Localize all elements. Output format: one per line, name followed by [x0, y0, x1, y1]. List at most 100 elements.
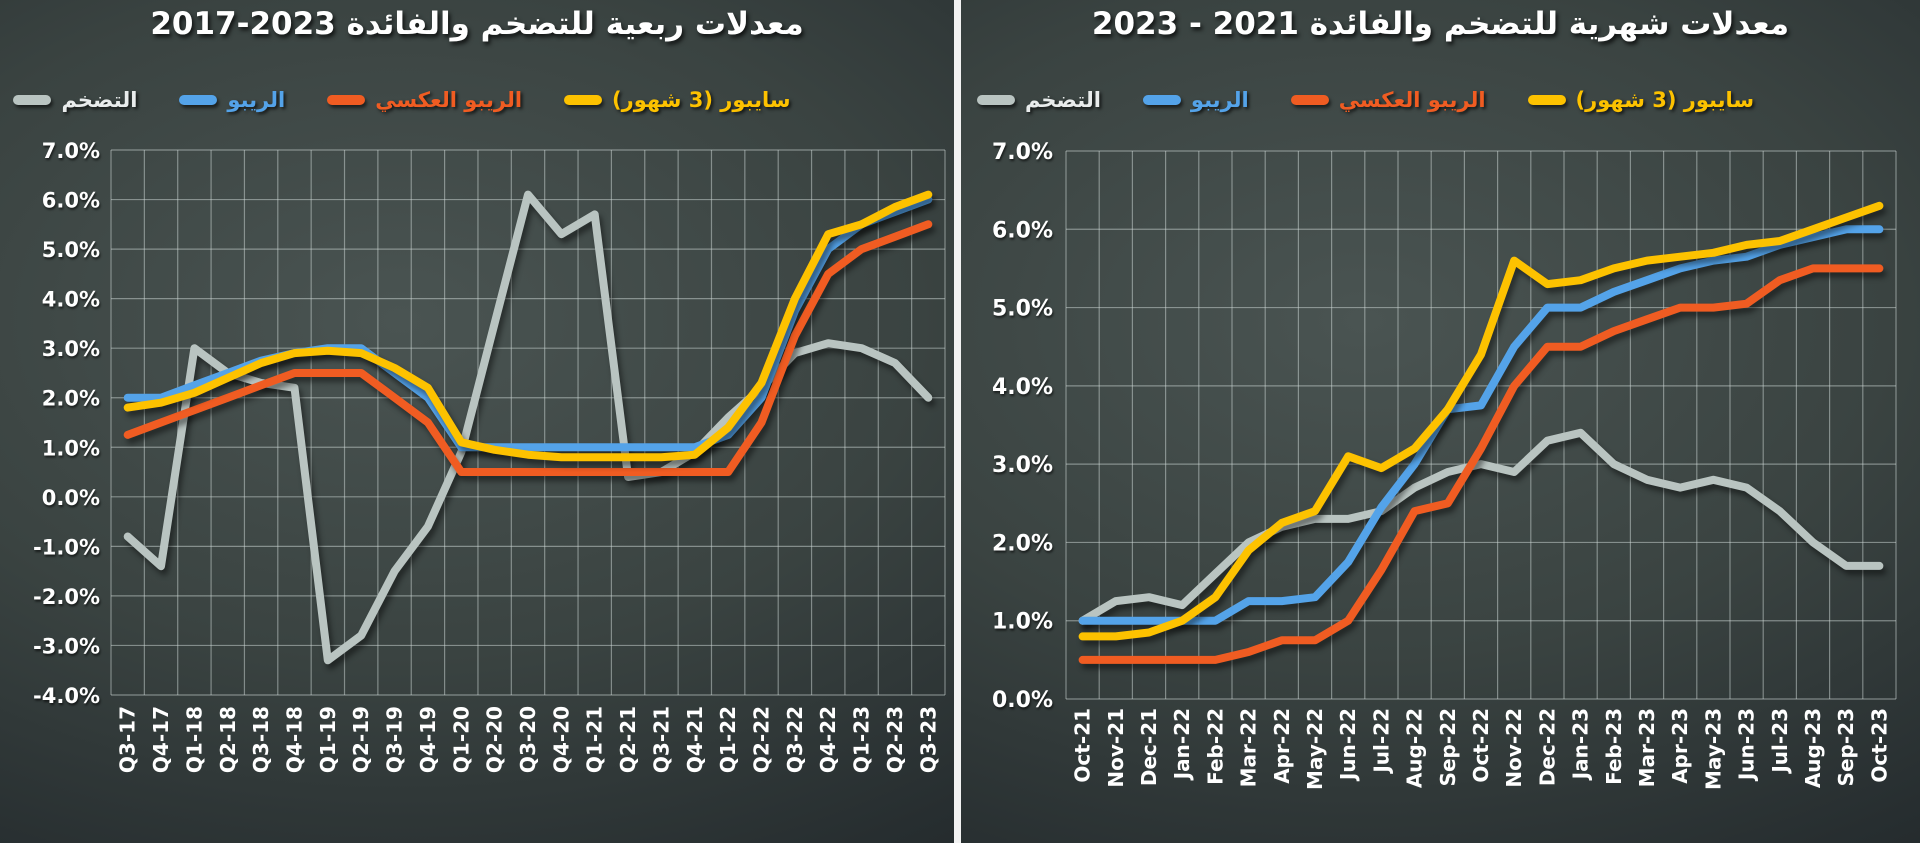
- y-tick-label: 0.0%: [992, 688, 1053, 713]
- x-tick-label: Dec-22: [1535, 708, 1559, 786]
- legend-swatch-saibor-3m: [564, 95, 603, 105]
- legend-label-repo: الريبو: [1190, 88, 1249, 112]
- series-line-saibor-3m: [123, 190, 933, 462]
- legend-item-reverse-repo: الريبو العكسي: [1290, 88, 1486, 112]
- x-tick-label: Q3-22: [783, 706, 807, 773]
- series-line-repo: [123, 195, 933, 452]
- x-tick-label: Q3-21: [649, 706, 673, 773]
- legend-label-inflation: التضخم: [61, 88, 138, 112]
- x-tick-label: Q3-23: [916, 706, 940, 773]
- y-tick-label: 6.0%: [42, 189, 100, 213]
- x-tick-label: Q1-18: [182, 706, 206, 773]
- quarterly-chart-title: معدلات ربعية للتضخم والفائدة 2023-2017: [150, 6, 804, 42]
- x-tick-label: Q4-17: [149, 706, 173, 773]
- series-line-inflation: [1078, 428, 1884, 625]
- x-tick-label: Q2-20: [483, 706, 507, 773]
- x-tick-label: Apr-23: [1668, 708, 1692, 784]
- x-tick-label: Feb-22: [1203, 708, 1227, 785]
- x-tick-label: Jul-22: [1369, 708, 1393, 775]
- series-line-repo: [1078, 225, 1884, 625]
- legend-label-reverse-repo: الريبو العكسي: [1338, 88, 1486, 112]
- legend-swatch-reverse-repo: [1290, 95, 1329, 105]
- y-tick-label: 1.0%: [42, 436, 100, 460]
- x-tick-label: Mar-22: [1237, 708, 1261, 787]
- x-tick-label: Apr-22: [1270, 708, 1294, 784]
- x-tick-label: Q1-21: [583, 706, 607, 773]
- x-tick-label: Q3-18: [249, 706, 273, 773]
- x-tick-label: Q2-19: [349, 706, 373, 773]
- y-tick-label: 7.0%: [42, 139, 100, 163]
- series-line-reverse-repo: [1078, 264, 1884, 664]
- legend-label-repo: الريبو: [227, 88, 286, 112]
- series-line-reverse-repo: [123, 220, 933, 476]
- x-tick-label: Q3-17: [116, 706, 140, 773]
- x-tick-label: Oct-22: [1469, 708, 1493, 783]
- x-tick-label: Q4-22: [816, 706, 840, 773]
- x-tick-label: Q2-23: [883, 706, 907, 773]
- legend-item-repo: الريبو: [1142, 88, 1249, 112]
- x-tick-label: Jun-22: [1336, 708, 1360, 782]
- x-tick-label: Q1-23: [850, 706, 874, 773]
- x-tick-label: Sep-23: [1834, 708, 1858, 786]
- series-line-saibor-3m: [1078, 201, 1884, 641]
- legend-swatch-inflation: [13, 95, 52, 105]
- y-tick-label: 4.0%: [992, 375, 1053, 400]
- legend-swatch-reverse-repo: [327, 95, 366, 105]
- legend-swatch-saibor-3m: [1527, 95, 1566, 105]
- x-tick-label: Jun-23: [1735, 708, 1759, 782]
- x-tick-label: Q1-19: [316, 706, 340, 773]
- legend-item-saibor-3m: سايبور (3 شهور): [1527, 88, 1755, 112]
- x-tick-label: Q2-21: [616, 706, 640, 773]
- x-tick-label: Q3-19: [383, 706, 407, 773]
- panel-divider: [954, 0, 961, 843]
- monthly-chart-panel: معدلات شهرية للتضخم والفائدة 2021 - 2023…: [961, 0, 1920, 843]
- legend-item-saibor-3m: سايبور (3 شهور): [564, 88, 791, 112]
- legend-label-saibor-3m: سايبور (3 شهور): [612, 88, 791, 112]
- x-tick-label: Q2-22: [750, 706, 774, 773]
- legend-item-repo: الريبو: [179, 88, 285, 112]
- x-tick-label: Oct-23: [1867, 708, 1891, 783]
- y-tick-label: 1.0%: [992, 610, 1053, 635]
- x-tick-label: Nov-21: [1104, 708, 1128, 788]
- x-tick-label: Nov-22: [1502, 708, 1526, 788]
- x-tick-label: Dec-21: [1137, 708, 1161, 786]
- legend-label-inflation: التضخم: [1024, 88, 1101, 112]
- x-tick-label: May-22: [1303, 708, 1327, 790]
- y-tick-label: 3.0%: [992, 453, 1053, 478]
- x-tick-label: Jul-23: [1768, 708, 1792, 775]
- x-axis-labels: Oct-21 Nov-21 Dec-21 Jan-22 Feb-22 Mar-22 Apr-…: [1071, 708, 1892, 790]
- legend-item-inflation: التضخم: [13, 88, 137, 112]
- monthly-chart-canvas: 7.0% 6.0% 5.0% 4.0% 3.0% 2.0% 1.0% 0.0% Oct-21 No…: [992, 140, 1897, 790]
- legend-swatch-inflation: [976, 95, 1015, 105]
- x-tick-label: Mar-23: [1635, 708, 1659, 787]
- x-tick-label: Aug-22: [1403, 708, 1427, 788]
- y-tick-label: -1.0%: [33, 535, 100, 559]
- legend-item-reverse-repo: الريبو العكسي: [327, 88, 522, 112]
- legend-item-inflation: التضخم: [976, 88, 1101, 112]
- x-tick-label: Jan-22: [1170, 708, 1194, 781]
- y-tick-label: 4.0%: [42, 288, 100, 312]
- x-tick-label: Q4-21: [683, 706, 707, 773]
- legend-label-reverse-repo: الريبو العكسي: [375, 88, 523, 112]
- y-tick-label: -2.0%: [33, 585, 100, 609]
- y-tick-label: 7.0%: [992, 140, 1053, 165]
- quarterly-chart-legend: التضخم الريبو الريبو العكسي سايبور (3 شهور): [0, 88, 954, 112]
- legend-label-saibor-3m: سايبور (3 شهور): [1575, 88, 1755, 112]
- legend-swatch-repo: [1142, 95, 1181, 105]
- y-tick-label: -3.0%: [33, 634, 100, 658]
- monthly-chart-legend: التضخم الريبو الريبو العكسي سايبور (3 شهور): [961, 88, 1920, 112]
- quarterly-chart-canvas: 7.0% 6.0% 5.0% 4.0% 3.0% 2.0% 1.0% 0.0% -1.0% -2.…: [33, 139, 946, 773]
- x-tick-label: Aug-23: [1801, 708, 1825, 788]
- x-tick-label: Q3-20: [516, 706, 540, 773]
- x-tick-label: Q1-22: [716, 706, 740, 773]
- monthly-chart-title: معدلات شهرية للتضخم والفائدة 2021 - 2023: [1091, 6, 1790, 42]
- y-tick-label: 3.0%: [42, 337, 100, 361]
- y-tick-label: -4.0%: [33, 684, 100, 708]
- y-tick-label: 6.0%: [992, 218, 1053, 243]
- x-tick-label: Q1-20: [449, 706, 473, 773]
- x-tick-label: May-23: [1701, 708, 1725, 790]
- gridlines: [110, 149, 946, 696]
- quarterly-chart-panel: معدلات ربعية للتضخم والفائدة 2023-2017 ا…: [0, 0, 954, 843]
- x-tick-label: Q4-19: [416, 706, 440, 773]
